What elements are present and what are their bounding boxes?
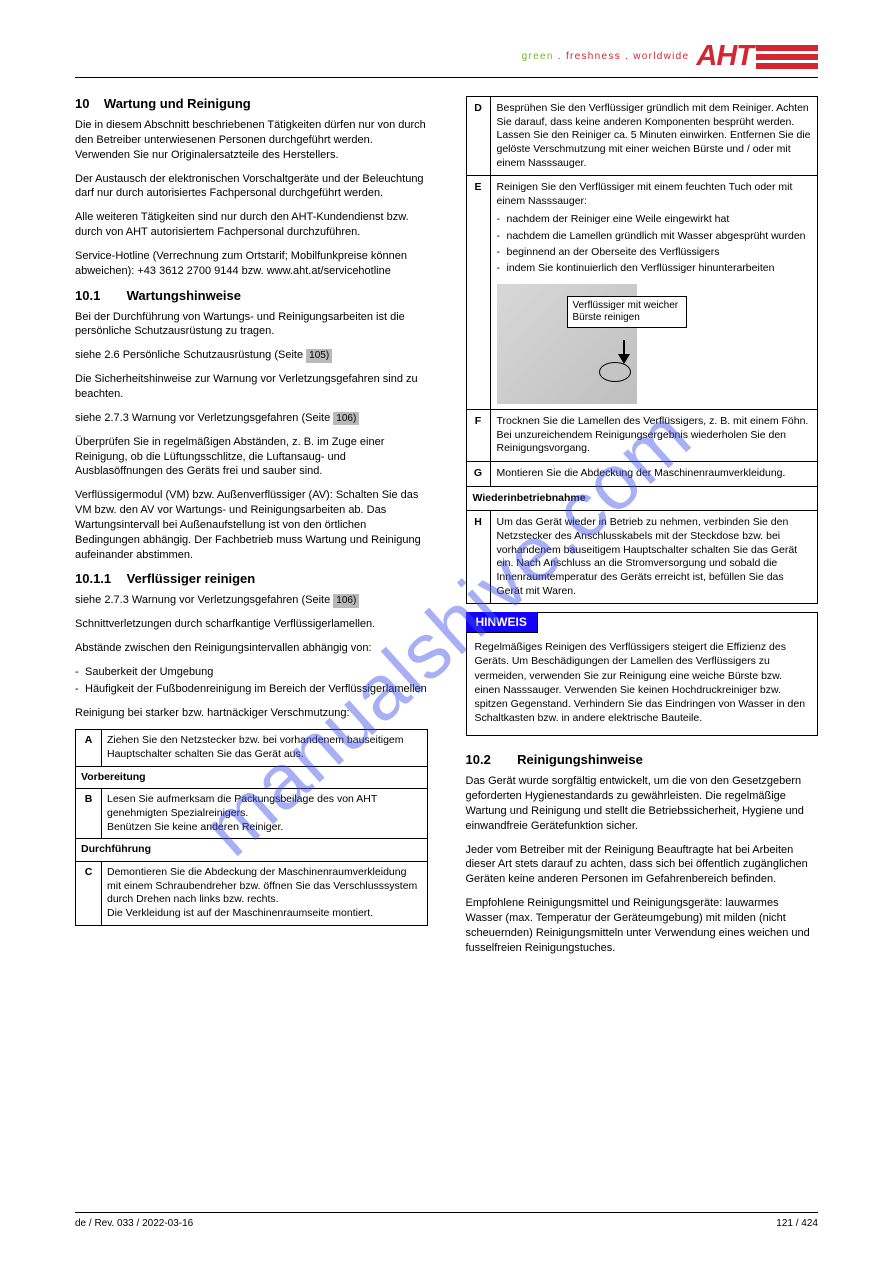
table-row: C Demontieren Sie die Abdeckung der Masc… bbox=[76, 861, 428, 925]
clean-p3: Empfohlene Reinigungsmittel und Reinigun… bbox=[466, 896, 819, 955]
circle-marker-icon bbox=[599, 362, 631, 382]
section-10-1-heading: 10.1 Wartungshinweise bbox=[75, 288, 428, 303]
step-label-b: B bbox=[76, 789, 102, 839]
table-row: A Ziehen Sie den Netzstecker bzw. bei vo… bbox=[76, 730, 428, 766]
see-ref-2-text: siehe 2.7.3 Warnung vor Verletzungsgefah… bbox=[75, 412, 330, 424]
table-row: H Um das Gerät wieder in Betrieb zu nehm… bbox=[466, 511, 818, 604]
table-row: Durchführung bbox=[76, 839, 428, 862]
list-item: indem Sie kontinuierlich den Verflüssige… bbox=[497, 261, 812, 275]
tagline-green: green bbox=[522, 51, 554, 62]
step-text-b-1: Lesen Sie aufmerksam die Packungsbeilage… bbox=[107, 793, 377, 819]
left-column: 10 Wartung und Reinigung Die in diesem A… bbox=[75, 96, 432, 965]
list-item: beginnend an der Oberseite des Verflüssi… bbox=[497, 245, 812, 259]
tagline-rest: . freshness . worldwide bbox=[554, 51, 690, 62]
section-10-title: 10 Wartung und Reinigung bbox=[75, 96, 428, 111]
wartung-p4: Verflüssigermodul (VM) bzw. Außenverflüs… bbox=[75, 488, 428, 562]
notice-heading: HINWEIS bbox=[466, 612, 538, 633]
sub-cleaning-intro: Reinigung bei starker bzw. hartnäckiger … bbox=[75, 706, 428, 721]
para-intro-2: Der Austausch der elektronischen Vorscha… bbox=[75, 172, 428, 202]
step-text-c: Demontieren Sie die Abdeckung der Maschi… bbox=[102, 861, 428, 925]
step-text-b: Lesen Sie aufmerksam die Packungsbeilage… bbox=[102, 789, 428, 839]
logo-text: AHT bbox=[696, 40, 753, 73]
sub-warning: Schnittverletzungen durch scharfkantige … bbox=[75, 617, 428, 632]
step-label-a: A bbox=[76, 730, 102, 766]
step-text-f: Trocknen Sie die Lamellen des Verflüssig… bbox=[490, 410, 818, 462]
table-row: F Trocknen Sie die Lamellen des Verflüss… bbox=[466, 410, 818, 462]
step-label-e: E bbox=[466, 176, 490, 410]
list-item: nachdem die Lamellen gründlich mit Wasse… bbox=[497, 229, 812, 243]
step-header-prep: Vorbereitung bbox=[76, 766, 428, 789]
list-item: Häufigkeit der Fußbodenreinigung im Bere… bbox=[75, 682, 428, 697]
step-e-intro: Reinigen Sie den Verflüssiger mit einem … bbox=[497, 181, 793, 207]
footer-left: de / Rev. 033 / 2022-03-16 bbox=[75, 1218, 193, 1229]
step-text-a: Ziehen Sie den Netzstecker bzw. bei vorh… bbox=[102, 730, 428, 766]
procedure-table-right: D Besprühen Sie den Verflüssiger gründli… bbox=[466, 96, 819, 604]
footer-right: 121 / 424 bbox=[776, 1218, 818, 1229]
hotline-link[interactable]: www.aht.at/servicehotline bbox=[267, 265, 391, 277]
para-hotline: Service-Hotline (Verrechnung zum Ortstar… bbox=[75, 249, 428, 279]
step-header-exec: Durchführung bbox=[76, 839, 428, 862]
step-label-d: D bbox=[466, 97, 490, 176]
section-10-1-num: 10.1 bbox=[75, 288, 123, 303]
step-label-f: F bbox=[466, 410, 490, 462]
section-10-1-1-heading: 10.1.1 Verflüssiger reinigen bbox=[75, 571, 428, 586]
notice-body: Regelmäßiges Reinigen des Verflüssigers … bbox=[467, 634, 818, 735]
sub-interval-intro: Abstände zwischen den Reinigungsinterval… bbox=[75, 641, 428, 656]
clean-p1: Das Gerät wurde sorgfältig entwickelt, u… bbox=[466, 774, 819, 833]
table-row: Vorbereitung bbox=[76, 766, 428, 789]
list-item: nachdem der Reiniger eine Weile eingewir… bbox=[497, 212, 812, 226]
section-10-2-num: 10.2 bbox=[466, 752, 514, 767]
see-ref-2: siehe 2.7.3 Warnung vor Verletzungsgefah… bbox=[75, 411, 428, 426]
page-header: green . freshness . worldwide AHT bbox=[75, 40, 818, 73]
step-text-g: Montieren Sie die Abdeckung der Maschine… bbox=[490, 462, 818, 487]
step-text-b-2: Benützen Sie keine anderen Reiniger. bbox=[107, 821, 283, 833]
condenser-image: Verflüssiger mit weicher Bürste reinigen bbox=[497, 284, 637, 404]
section-10-2-title: Reinigungshinweise bbox=[517, 752, 643, 767]
table-row: Wiederinbetriebnahme bbox=[466, 486, 818, 511]
section-10-1-1-num: 10.1.1 bbox=[75, 571, 123, 586]
step-text-h: Um das Gerät wieder in Betrieb zu nehmen… bbox=[490, 511, 818, 604]
step-label-c: C bbox=[76, 861, 102, 925]
see-ref-1-text: siehe 2.6 Persönliche Schutzausrüstung (… bbox=[75, 349, 303, 361]
page-ref-3: 106) bbox=[333, 594, 359, 608]
sub-see-ref-text: siehe 2.7.3 Warnung vor Verletzungsgefah… bbox=[75, 594, 330, 606]
table-row: E Reinigen Sie den Verflüssiger mit eine… bbox=[466, 176, 818, 410]
logo-bars-icon bbox=[756, 45, 818, 69]
sub-see-ref: siehe 2.7.3 Warnung vor Verletzungsgefah… bbox=[75, 593, 428, 608]
step-header-restart: Wiederinbetriebnahme bbox=[466, 486, 818, 511]
notice-box: HINWEIS Regelmäßiges Reinigen des Verflü… bbox=[466, 612, 819, 736]
step-text-c-1: Demontieren Sie die Abdeckung der Maschi… bbox=[107, 866, 417, 905]
clean-p2: Jeder vom Betreiber mit der Reinigung Be… bbox=[466, 843, 819, 888]
wartung-p3: Überprüfen Sie in regelmäßigen Abständen… bbox=[75, 435, 428, 480]
right-column: D Besprühen Sie den Verflüssiger gründli… bbox=[462, 96, 819, 965]
wartung-p1: Bei der Durchführung von Wartungs- und R… bbox=[75, 310, 428, 340]
table-row: D Besprühen Sie den Verflüssiger gründli… bbox=[466, 97, 818, 176]
table-row: G Montieren Sie die Abdeckung der Maschi… bbox=[466, 462, 818, 487]
table-row: B Lesen Sie aufmerksam die Packungsbeila… bbox=[76, 789, 428, 839]
logo: AHT bbox=[696, 40, 818, 73]
para-intro-1: Die in diesem Abschnitt beschriebenen Tä… bbox=[75, 118, 428, 163]
tagline: green . freshness . worldwide bbox=[522, 51, 690, 62]
wartung-p2: Die Sicherheitshinweise zur Warnung vor … bbox=[75, 372, 428, 402]
step-label-h: H bbox=[466, 511, 490, 604]
step-label-g: G bbox=[466, 462, 490, 487]
section-10-1-1-title: Verflüssiger reinigen bbox=[127, 571, 256, 586]
page-ref-1: 105) bbox=[306, 349, 332, 363]
step-text-e: Reinigen Sie den Verflüssiger mit einem … bbox=[490, 176, 818, 410]
image-callout: Verflüssiger mit weicher Bürste reinigen bbox=[567, 296, 687, 328]
page-footer: de / Rev. 033 / 2022-03-16 121 / 424 bbox=[75, 1212, 818, 1229]
see-ref-1: siehe 2.6 Persönliche Schutzausrüstung (… bbox=[75, 348, 428, 363]
step-text-d: Besprühen Sie den Verflüssiger gründlich… bbox=[490, 97, 818, 176]
step-text-c-2: Die Verkleidung ist auf der Maschinenrau… bbox=[107, 907, 373, 919]
section-10-1-title: Wartungshinweise bbox=[127, 288, 241, 303]
section-10-2-heading: 10.2 Reinigungshinweise bbox=[466, 752, 819, 767]
procedure-table-left: A Ziehen Sie den Netzstecker bzw. bei vo… bbox=[75, 729, 428, 925]
interval-bullets: Sauberkeit der Umgebung Häufigkeit der F… bbox=[75, 665, 428, 697]
page-ref-2: 106) bbox=[333, 412, 359, 426]
para-intro-3: Alle weiteren Tätigkeiten sind nur durch… bbox=[75, 210, 428, 240]
header-rule bbox=[75, 77, 818, 78]
list-item: Sauberkeit der Umgebung bbox=[75, 665, 428, 680]
